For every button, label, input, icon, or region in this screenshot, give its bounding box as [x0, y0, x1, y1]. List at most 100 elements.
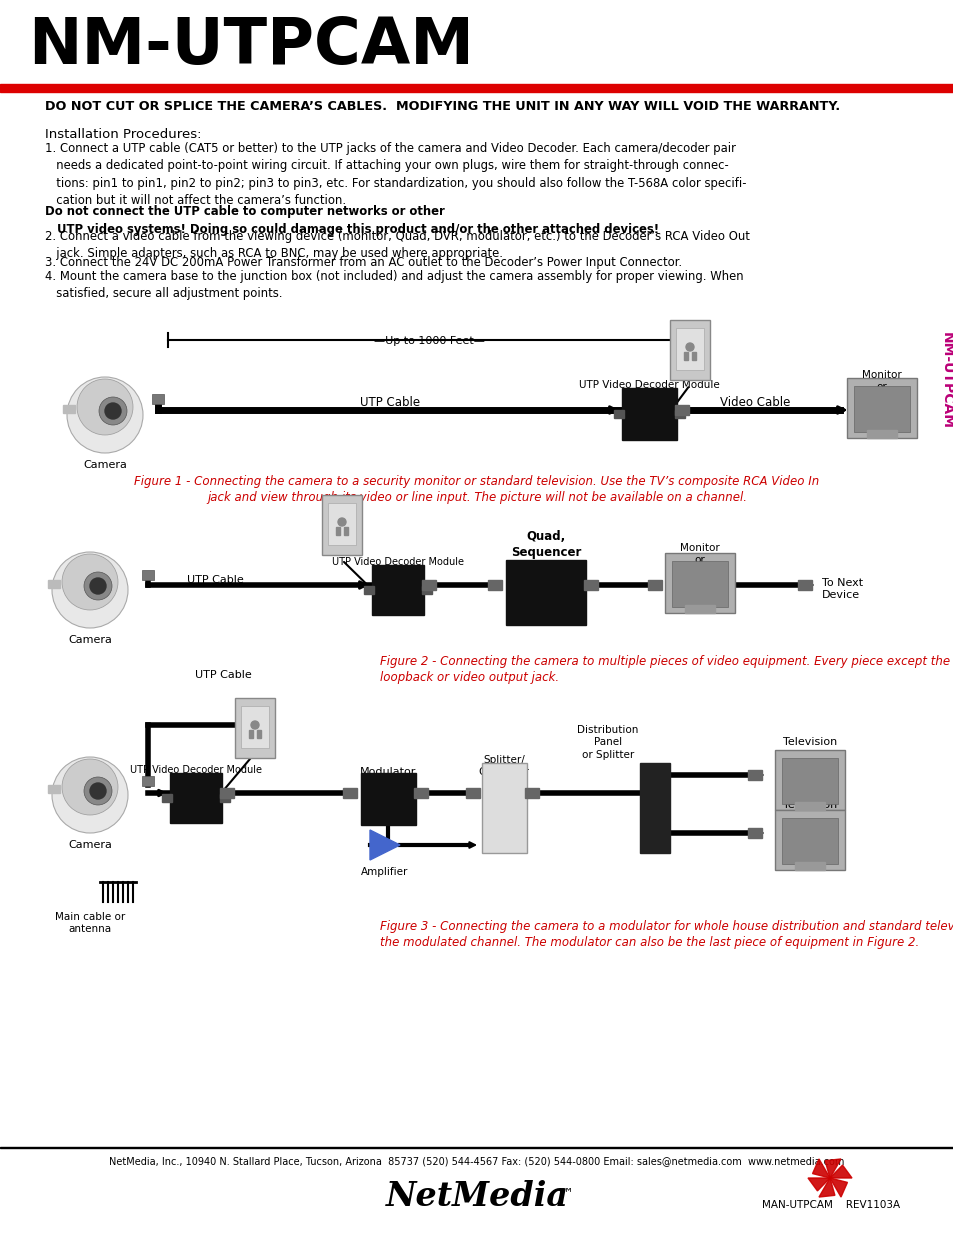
- Text: Distribution
Panel
or Splitter: Distribution Panel or Splitter: [577, 725, 638, 760]
- Text: Camera: Camera: [68, 635, 112, 645]
- Text: Monitor
or
Television: Monitor or Television: [674, 543, 724, 578]
- Text: MAN-UTPCAM    REV1103A: MAN-UTPCAM REV1103A: [761, 1200, 899, 1210]
- Bar: [142, 776, 153, 785]
- Bar: [241, 706, 269, 748]
- Text: DO NOT CUT OR SPLICE THE CAMERA’S CABLES.  MODIFYING THE UNIT IN ANY WAY WILL VO: DO NOT CUT OR SPLICE THE CAMERA’S CABLES…: [45, 100, 840, 112]
- Bar: [747, 827, 761, 839]
- Polygon shape: [807, 1178, 829, 1191]
- Bar: [142, 571, 153, 580]
- Text: UTP Video Decoder Module: UTP Video Decoder Module: [130, 764, 262, 776]
- Bar: [664, 553, 734, 613]
- Bar: [465, 788, 479, 798]
- Text: ™: ™: [559, 1186, 574, 1200]
- Circle shape: [77, 379, 132, 435]
- Bar: [162, 794, 172, 802]
- Polygon shape: [829, 1165, 851, 1178]
- Bar: [853, 387, 909, 432]
- Bar: [170, 773, 222, 823]
- Bar: [684, 605, 714, 613]
- Text: Camera: Camera: [68, 840, 112, 850]
- Bar: [372, 564, 423, 615]
- Text: NM-UTPCAM: NM-UTPCAM: [939, 331, 953, 429]
- Text: UTP Cable: UTP Cable: [194, 671, 252, 680]
- Bar: [328, 503, 355, 545]
- Bar: [524, 788, 538, 798]
- Bar: [421, 585, 432, 594]
- Bar: [63, 405, 75, 412]
- Polygon shape: [818, 1178, 834, 1197]
- Bar: [676, 329, 703, 370]
- Bar: [774, 810, 844, 869]
- Bar: [0, 84, 953, 91]
- Text: Figure 1 - Connecting the camera to a security monitor or standard television. U: Figure 1 - Connecting the camera to a se…: [134, 475, 819, 488]
- Text: NM-UTPCAM: NM-UTPCAM: [28, 15, 474, 77]
- Text: Main cable or
antenna: Main cable or antenna: [55, 911, 125, 935]
- Bar: [220, 788, 233, 798]
- Text: NetMedia, Inc., 10940 N. Stallard Place, Tucson, Arizona  85737 (520) 544-4567 F: NetMedia, Inc., 10940 N. Stallard Place,…: [110, 1156, 843, 1166]
- Bar: [675, 405, 688, 415]
- Text: 3. Connect the 24V DC 200mA Power Transformer from an AC outlet to the Decoder’s: 3. Connect the 24V DC 200mA Power Transf…: [45, 256, 681, 269]
- Circle shape: [84, 777, 112, 805]
- Bar: [364, 585, 374, 594]
- Circle shape: [62, 760, 118, 815]
- Bar: [481, 763, 526, 853]
- Circle shape: [52, 757, 128, 832]
- Bar: [152, 394, 164, 404]
- Bar: [505, 559, 585, 625]
- Text: Modulator: Modulator: [359, 767, 416, 777]
- Text: UTP Cable: UTP Cable: [187, 576, 243, 585]
- Text: the modulated channel. The modulator can also be the last piece of equipment in : the modulated channel. The modulator can…: [379, 936, 919, 948]
- Circle shape: [99, 396, 127, 425]
- Bar: [794, 802, 824, 810]
- Circle shape: [52, 552, 128, 629]
- Text: UTP Video Decoder Module: UTP Video Decoder Module: [332, 557, 463, 567]
- Bar: [421, 580, 436, 590]
- Text: Camera: Camera: [83, 459, 127, 471]
- Bar: [256, 730, 261, 739]
- Bar: [669, 320, 709, 380]
- Text: To Next
Device: To Next Device: [821, 578, 862, 600]
- Text: UTP Video Decoder Module: UTP Video Decoder Module: [578, 380, 719, 390]
- Circle shape: [105, 403, 121, 419]
- Circle shape: [67, 377, 143, 453]
- Text: Figure 2 - Connecting the camera to multiple pieces of video equipment. Every pi: Figure 2 - Connecting the camera to mult…: [379, 655, 953, 668]
- Bar: [675, 410, 684, 417]
- Bar: [335, 527, 339, 535]
- Bar: [747, 769, 761, 781]
- Circle shape: [84, 572, 112, 600]
- Bar: [781, 818, 837, 864]
- Bar: [691, 352, 696, 359]
- Bar: [488, 580, 501, 590]
- Text: loopback or video output jack.: loopback or video output jack.: [379, 671, 558, 684]
- Bar: [48, 580, 60, 588]
- Bar: [639, 763, 669, 853]
- Bar: [249, 730, 253, 739]
- Bar: [614, 410, 623, 417]
- Bar: [866, 430, 896, 438]
- Polygon shape: [824, 1158, 841, 1178]
- Bar: [322, 495, 361, 555]
- Text: Installation Procedures:: Installation Procedures:: [45, 128, 201, 141]
- Bar: [0, 1146, 953, 1149]
- Text: Monitor
or
Television: Monitor or Television: [856, 370, 906, 405]
- Circle shape: [685, 343, 693, 351]
- Text: UTP Cable: UTP Cable: [359, 396, 419, 409]
- Bar: [343, 788, 356, 798]
- Bar: [414, 788, 428, 798]
- Circle shape: [90, 578, 106, 594]
- Circle shape: [337, 517, 346, 526]
- Circle shape: [62, 555, 118, 610]
- Bar: [774, 750, 844, 810]
- Bar: [48, 785, 60, 793]
- Polygon shape: [812, 1158, 829, 1178]
- Bar: [621, 388, 677, 440]
- Text: Figure 3 - Connecting the camera to a modulator for whole house distribution and: Figure 3 - Connecting the camera to a mo…: [379, 920, 953, 932]
- Bar: [360, 773, 416, 825]
- Text: —Up to 1000 Feet—: —Up to 1000 Feet—: [374, 336, 484, 346]
- Text: Quad,
Sequencer
or
DVR: Quad, Sequencer or DVR: [510, 530, 580, 592]
- Bar: [234, 698, 274, 758]
- Text: Splitter/
Combiner: Splitter/ Combiner: [478, 755, 529, 777]
- Bar: [671, 561, 727, 606]
- Text: Amplifier: Amplifier: [361, 867, 408, 877]
- Text: Television: Television: [782, 800, 836, 810]
